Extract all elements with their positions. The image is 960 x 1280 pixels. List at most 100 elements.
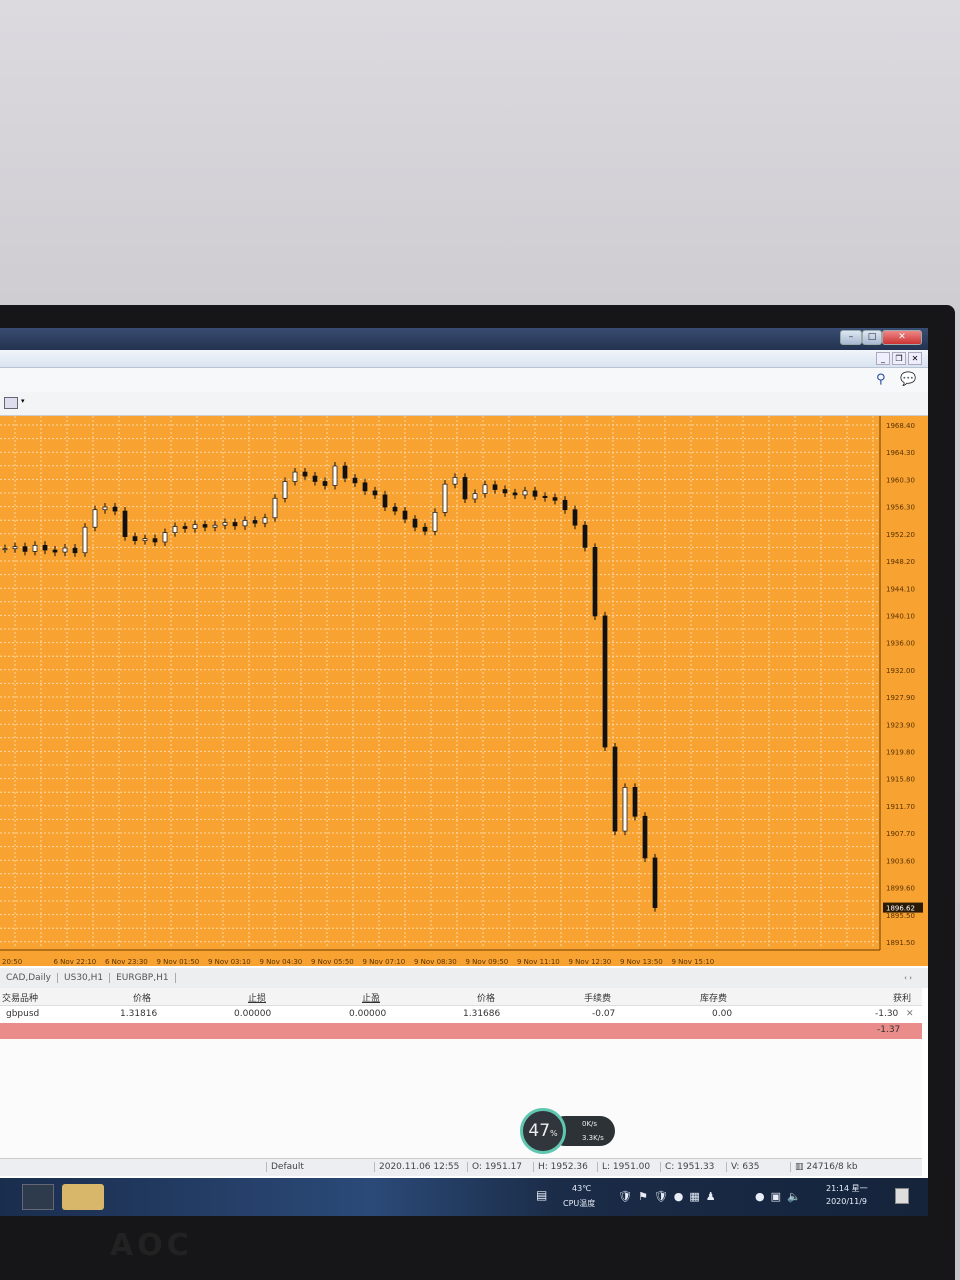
chart-template-icon[interactable]: [4, 397, 18, 409]
taskbar: ▤ 43℃ CPU温度 🛡⚑🛡●▦♟ ●▣🔈 21:14 星一 2020/11/…: [0, 1178, 928, 1216]
price-tick-label: 1960.30: [886, 476, 915, 484]
taskbar-app-mt4[interactable]: [22, 1184, 54, 1210]
speed-widget[interactable]: 47% 0K/s 3.3K/s: [520, 1108, 615, 1156]
table-row[interactable]: gbpusd 1.31816 0.00000 0.00000 1.31686 -…: [0, 1006, 922, 1023]
candle-body: [222, 522, 228, 526]
time-tick-label: 9 Nov 11:10: [517, 958, 560, 966]
price-tick-label: 1923.90: [886, 721, 915, 729]
candle-body: [442, 483, 448, 513]
col-commission[interactable]: 手续费: [584, 994, 612, 1004]
tray-icons[interactable]: 🛡⚑🛡●▦♟: [618, 1190, 722, 1203]
notification-icon[interactable]: [895, 1188, 909, 1204]
price-tick-label: 1907.70: [886, 830, 915, 838]
price-tick-label: 1915.80: [886, 776, 915, 784]
col-price[interactable]: 价格: [477, 994, 496, 1004]
clock-date[interactable]: 2020/11/9: [826, 1197, 868, 1206]
candle-body: [192, 524, 198, 529]
time-tick-label: 9 Nov 07:10: [363, 958, 406, 966]
candle-body: [362, 482, 368, 492]
memory-percent: 47: [528, 1121, 551, 1141]
candle-body: [542, 495, 548, 498]
candle-body: [592, 547, 598, 617]
memory-gauge: 47%: [520, 1108, 566, 1154]
tab-eurgbp-h1[interactable]: EURGBP,H1: [110, 973, 176, 983]
col-sl[interactable]: 止损: [248, 994, 267, 1004]
close-button[interactable]: ✕: [882, 330, 922, 345]
taskbar-app-2[interactable]: [62, 1184, 104, 1210]
time-tick-label: 9 Nov 04:30: [260, 958, 303, 966]
status-low: L: 1951.00: [597, 1162, 650, 1172]
candle-body: [572, 509, 578, 526]
candle-body: [322, 481, 328, 486]
candle-body: [202, 524, 208, 528]
price-chart[interactable]: 1968.40 1964.30 1960.30 1956.30 1952.20 1948.…: [0, 416, 928, 966]
table-header: 交易品种 价格 止损 止盈 价格 手续费 库存费 获利: [0, 988, 922, 1006]
candle-body: [512, 492, 518, 496]
col-tp[interactable]: 止盈: [362, 994, 381, 1004]
tab-scroll-arrows[interactable]: ‹ ›: [904, 974, 912, 982]
time-tick-label: 6 Nov 22:10: [54, 958, 97, 966]
cell-swap: 0.00: [712, 1009, 733, 1019]
inner-restore-button[interactable]: ❐: [892, 352, 906, 365]
candle-body: [492, 484, 498, 490]
status-datetime: 2020.11.06 12:55: [374, 1162, 459, 1172]
col-swap[interactable]: 库存费: [700, 994, 728, 1004]
candle-body: [522, 490, 528, 496]
col-symbol[interactable]: 交易品种: [2, 994, 39, 1004]
candle-body: [112, 506, 118, 512]
price-tick-label: 1891.50: [886, 939, 915, 947]
tab-us30-h1[interactable]: US30,H1: [58, 973, 111, 983]
time-tick-label: 9 Nov 05:50: [311, 958, 354, 966]
price-tick-label: 1952.20: [886, 531, 915, 539]
time-tick-label: 9 Nov 03:10: [208, 958, 251, 966]
candle-body: [472, 493, 478, 500]
candle-body: [92, 509, 98, 528]
candle-body: [312, 475, 318, 482]
minimize-button[interactable]: –: [840, 330, 862, 345]
tab-cad-daily[interactable]: CAD,Daily: [0, 973, 59, 983]
inner-minimize-button[interactable]: _: [876, 352, 890, 365]
price-tick-label: 1940.10: [886, 612, 915, 620]
candle-body: [132, 536, 138, 541]
candle-body: [502, 489, 508, 494]
cell-tp: 0.00000: [349, 1009, 387, 1019]
candle-body: [382, 494, 388, 508]
cell-sl: 0.00000: [234, 1009, 272, 1019]
time-tick-label: 9 Nov 12:30: [569, 958, 612, 966]
candle-body: [42, 544, 48, 551]
maximize-button[interactable]: □: [862, 330, 882, 345]
candle-body: [582, 524, 588, 548]
candle-body: [62, 547, 68, 553]
status-profile: Default: [266, 1162, 304, 1172]
candle-body: [562, 499, 568, 511]
candle-body: [242, 520, 248, 527]
price-tick-label: 1895.50: [886, 912, 915, 920]
chart-window-bar: _ ❐ ✕: [0, 350, 928, 368]
time-tick-label: 20:50: [2, 958, 22, 966]
cpu-temp: 43℃: [572, 1184, 592, 1193]
status-bar: Default 2020.11.06 12:55 O: 1951.17 H: 1…: [0, 1158, 922, 1176]
col-profit[interactable]: 获利: [893, 994, 912, 1004]
cell-open-price: 1.31816: [120, 1009, 158, 1019]
status-traffic: ▥ 24716/8 kb: [790, 1162, 858, 1172]
search-icon[interactable]: ⚲: [876, 372, 886, 387]
col-open-price[interactable]: 价格: [133, 994, 152, 1004]
chevron-down-icon[interactable]: ▾: [21, 397, 25, 405]
status-close: C: 1951.33: [660, 1162, 714, 1172]
candle-body: [422, 526, 428, 532]
candle-body: [532, 490, 538, 497]
candle-body: [622, 787, 628, 832]
tray-icons-system[interactable]: ●▣🔈: [755, 1190, 807, 1203]
clock-time[interactable]: 21:14 星一: [826, 1184, 868, 1193]
close-order-icon[interactable]: ✕: [906, 1009, 914, 1019]
candle-body: [72, 547, 78, 554]
inner-close-button[interactable]: ✕: [908, 352, 922, 365]
cell-profit: -1.30: [875, 1009, 899, 1019]
candle-body: [452, 477, 458, 485]
candle-body: [2, 548, 8, 551]
network-meter-icon: ▤: [536, 1188, 548, 1202]
chat-icon[interactable]: 💬: [900, 372, 917, 387]
cell-price: 1.31686: [463, 1009, 501, 1019]
candle-body: [412, 518, 418, 528]
candle-body: [122, 510, 128, 537]
